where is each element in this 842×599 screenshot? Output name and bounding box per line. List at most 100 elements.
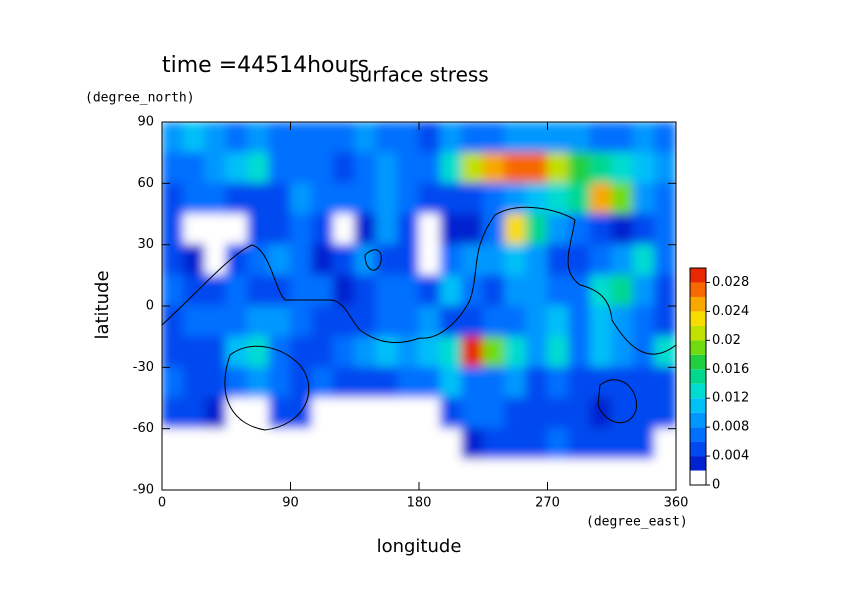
y-tick-label: 90 [137,115,154,130]
field-cell [397,305,420,338]
field-cell [162,366,184,399]
field-cell [439,182,463,215]
colorbar-segment [690,311,706,326]
field-cell [225,428,249,460]
field-cell [611,122,634,154]
field-cell [439,152,463,184]
field-cell [225,213,249,246]
field-cell [504,397,527,430]
field-cell [654,336,676,368]
x-tick-label: 0 [158,496,166,511]
field-cell [654,305,676,338]
field-cell [568,182,591,215]
field-cell [654,122,676,154]
field-cell [162,428,184,460]
field-cell [632,122,656,154]
field-cell [375,182,399,215]
field-cell [525,274,548,307]
field-cell [482,122,506,154]
field-cell [247,305,270,338]
field-cell [439,458,463,490]
field-cell [397,213,420,246]
coastline [224,345,310,431]
field-cell [332,182,356,215]
field-cell [461,336,484,368]
y-tick-label: 0 [146,299,154,314]
field-cell [247,428,270,460]
field-cell [418,274,441,307]
field-cell [290,213,313,246]
field-cell [568,305,591,338]
field-cell [439,428,463,460]
y-tick-label: -90 [133,483,154,498]
field-cell [461,152,484,184]
field-cell [375,213,399,246]
field-cell [204,428,227,460]
field-cell [654,458,676,490]
field-cell [354,274,377,307]
field-cell [332,428,356,460]
field-cell [525,366,548,399]
field-cell [247,244,270,276]
field-cell [354,397,377,430]
colorbar-tick-label: 0.028 [712,275,749,290]
field-cell [482,305,506,338]
field-cell [182,182,206,215]
field-cell [654,397,676,430]
field-cell [290,274,313,307]
field-cell [247,213,270,246]
field-cell [568,152,591,184]
field-cell [418,458,441,490]
field-cell [311,122,334,154]
field-cell [375,428,399,460]
coastlines [162,206,676,431]
field-cell [589,244,613,276]
field-cell [418,122,441,154]
field-cell [268,458,291,490]
field-cell [418,213,441,246]
field-cell [332,458,356,490]
field-cell [162,213,184,246]
colorbar-segment [690,470,706,485]
field-cell [375,152,399,184]
field-cell [568,397,591,430]
field-cell [439,244,463,276]
field-cell [397,336,420,368]
field-cell [504,428,527,460]
field-cell [354,213,377,246]
field-cell [568,428,591,460]
field-cell [225,244,249,276]
field-cell [589,305,613,338]
field-cell [162,122,184,154]
field-cell [268,397,291,430]
field-cell [418,244,441,276]
field-cell [525,213,548,246]
field-cell [482,244,506,276]
field-cell [247,152,270,184]
field-cell [182,458,206,490]
colorbar-segment [690,325,706,341]
colorbar-segment [690,441,706,457]
field-cell [247,336,270,368]
field-cell [290,244,313,276]
y-tick-label: -30 [133,360,154,375]
colorbar-tick-label: 0.024 [712,304,749,319]
field-cell [225,336,249,368]
field-cell [332,274,356,307]
field-cell [525,182,548,215]
colorbar-segment [690,383,706,399]
field-cell [375,122,399,154]
field-cell [204,336,227,368]
coastline [162,206,676,355]
field-cell [268,244,291,276]
field-cell [290,152,313,184]
field-cell [654,428,676,460]
x-tick-label: 360 [664,496,689,511]
field-cell [247,182,270,215]
y-axis-label: latitude [92,270,113,339]
field-cell [204,305,227,338]
field-cell [439,213,463,246]
field-cell [589,336,613,368]
y-tick-label: 60 [137,176,154,191]
colorbar-segment [690,456,706,471]
